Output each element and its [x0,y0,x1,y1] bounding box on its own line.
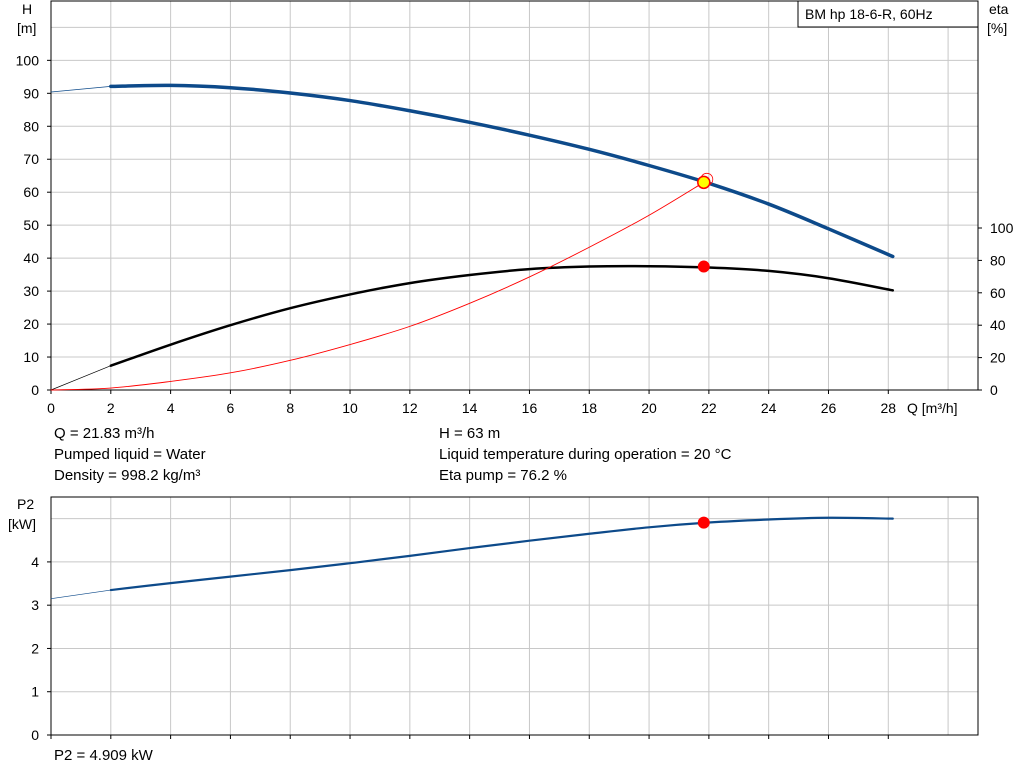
head-axis-unit: [m] [17,20,36,36]
head-efficiency-chart: 0 2 4 6 8 10 12 14 16 18 20 22 24 26 28 01020304050607… [16,0,1014,416]
flow-tick-label: 10 [342,400,358,416]
head-tick-label: 10 [23,349,39,365]
head-tick-label: 30 [23,283,39,299]
eta-tick-label: 20 [990,350,1006,366]
eta-tick-label: 40 [990,317,1006,333]
power-tick-label: 0 [31,727,39,743]
power-tick-label: 1 [31,684,39,700]
power-chart-series [50,516,894,600]
eta-axis-ticks: 0 20 40 60 80 100 [978,220,1014,398]
head-extrapolation-curve [50,86,112,93]
flow-tick-label: 14 [462,400,478,416]
flow-tick-label: 8 [286,400,294,416]
head-tick-label: 100 [16,52,40,68]
legend-box [797,0,979,28]
flow-tick-label: 22 [701,400,717,416]
head-chart-x-ticks: 0 2 4 6 8 10 12 14 16 18 20 22 24 26 28 [47,390,896,416]
eta-pump-readout: Eta pump = 76.2 % [439,467,567,484]
head-duty-point [697,175,711,190]
flow-tick-label: 0 [47,400,55,416]
flow-tick-label: 24 [761,400,777,416]
legend-title: BM hp 18-6-R, 60Hz [805,6,933,22]
head-chart-series [50,83,895,391]
eta-tick-label: 0 [990,382,998,398]
flow-readout: Q = 21.83 m³/h [54,425,155,442]
eta-tick-label: 100 [990,220,1014,236]
power-chart-frame [50,496,979,736]
density-readout: Density = 998.2 kg/m³ [54,467,201,484]
legend: BM hp 18-6-R, 60Hz [797,0,979,28]
power-chart-operating-points [697,516,710,529]
eta-tick-label: 80 [990,252,1006,268]
p2-readout: P2 = 4.909 kW [54,747,153,764]
power-tick-label: 2 [31,640,39,656]
power-axis-unit: [kW] [8,516,36,532]
head-curve [109,83,895,259]
flow-tick-label: 4 [167,400,175,416]
power-axis-ticks: 0 1 2 3 4 [31,554,889,743]
p2-curve [109,516,894,592]
eta-axis-unit: [%] [987,20,1007,36]
eta-axis-label: eta [989,1,1009,17]
head-tick-label: 0 [31,382,39,398]
efficiency-curve [109,264,895,367]
liquid-readout: Pumped liquid = Water [54,446,206,463]
power-tick-label: 3 [31,597,39,613]
eta-tick-label: 60 [990,285,1006,301]
system-curve-curve [50,181,705,391]
flow-tick-label: 26 [821,400,837,416]
head-axis-ticks: 0 10 20 30 40 50 60 70 80 90 100 [16,52,51,398]
flow-tick-label: 12 [402,400,418,416]
flow-tick-label: 2 [107,400,115,416]
power-chart-grid [51,497,978,735]
flow-tick-label: 18 [581,400,597,416]
head-tick-label: 70 [23,151,39,167]
head-tick-label: 40 [23,250,39,266]
head-tick-label: 90 [23,85,39,101]
power-tick-label: 4 [31,554,39,570]
p2-extrapolation-curve [50,589,112,600]
head-chart-grid [51,1,978,390]
flow-tick-label: 28 [881,400,897,416]
head-axis-label: H [22,1,32,17]
flow-tick-label: 20 [641,400,657,416]
flow-axis-label: Q [m³/h] [907,400,958,416]
efficiency-extrapolation-curve [50,365,112,391]
head-tick-label: 60 [23,184,39,200]
power-axis-label: P2 [17,496,34,512]
head-tick-label: 80 [23,118,39,134]
flow-tick-label: 16 [522,400,538,416]
head-chart-frame [50,0,979,391]
head-tick-label: 20 [23,316,39,332]
head-chart-operating-points [697,172,714,273]
temperature-readout: Liquid temperature during operation = 20… [439,446,732,463]
efficiency-duty-point [697,260,710,273]
power-chart: 0 1 2 3 4 P2 [kW] [8,496,979,743]
power-duty-point [697,516,710,529]
head-tick-label: 50 [23,217,39,233]
head-readout: H = 63 m [439,425,501,442]
flow-tick-label: 6 [227,400,235,416]
